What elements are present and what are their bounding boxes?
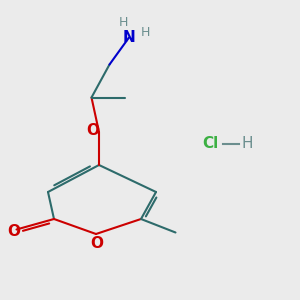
Text: H: H [242, 136, 253, 152]
Text: O: O [86, 123, 99, 138]
Text: O: O [90, 236, 103, 250]
Text: N: N [123, 30, 135, 45]
Text: H: H [118, 16, 128, 29]
Text: O: O [7, 224, 20, 238]
Text: H: H [141, 26, 150, 40]
Text: Cl: Cl [202, 136, 218, 152]
